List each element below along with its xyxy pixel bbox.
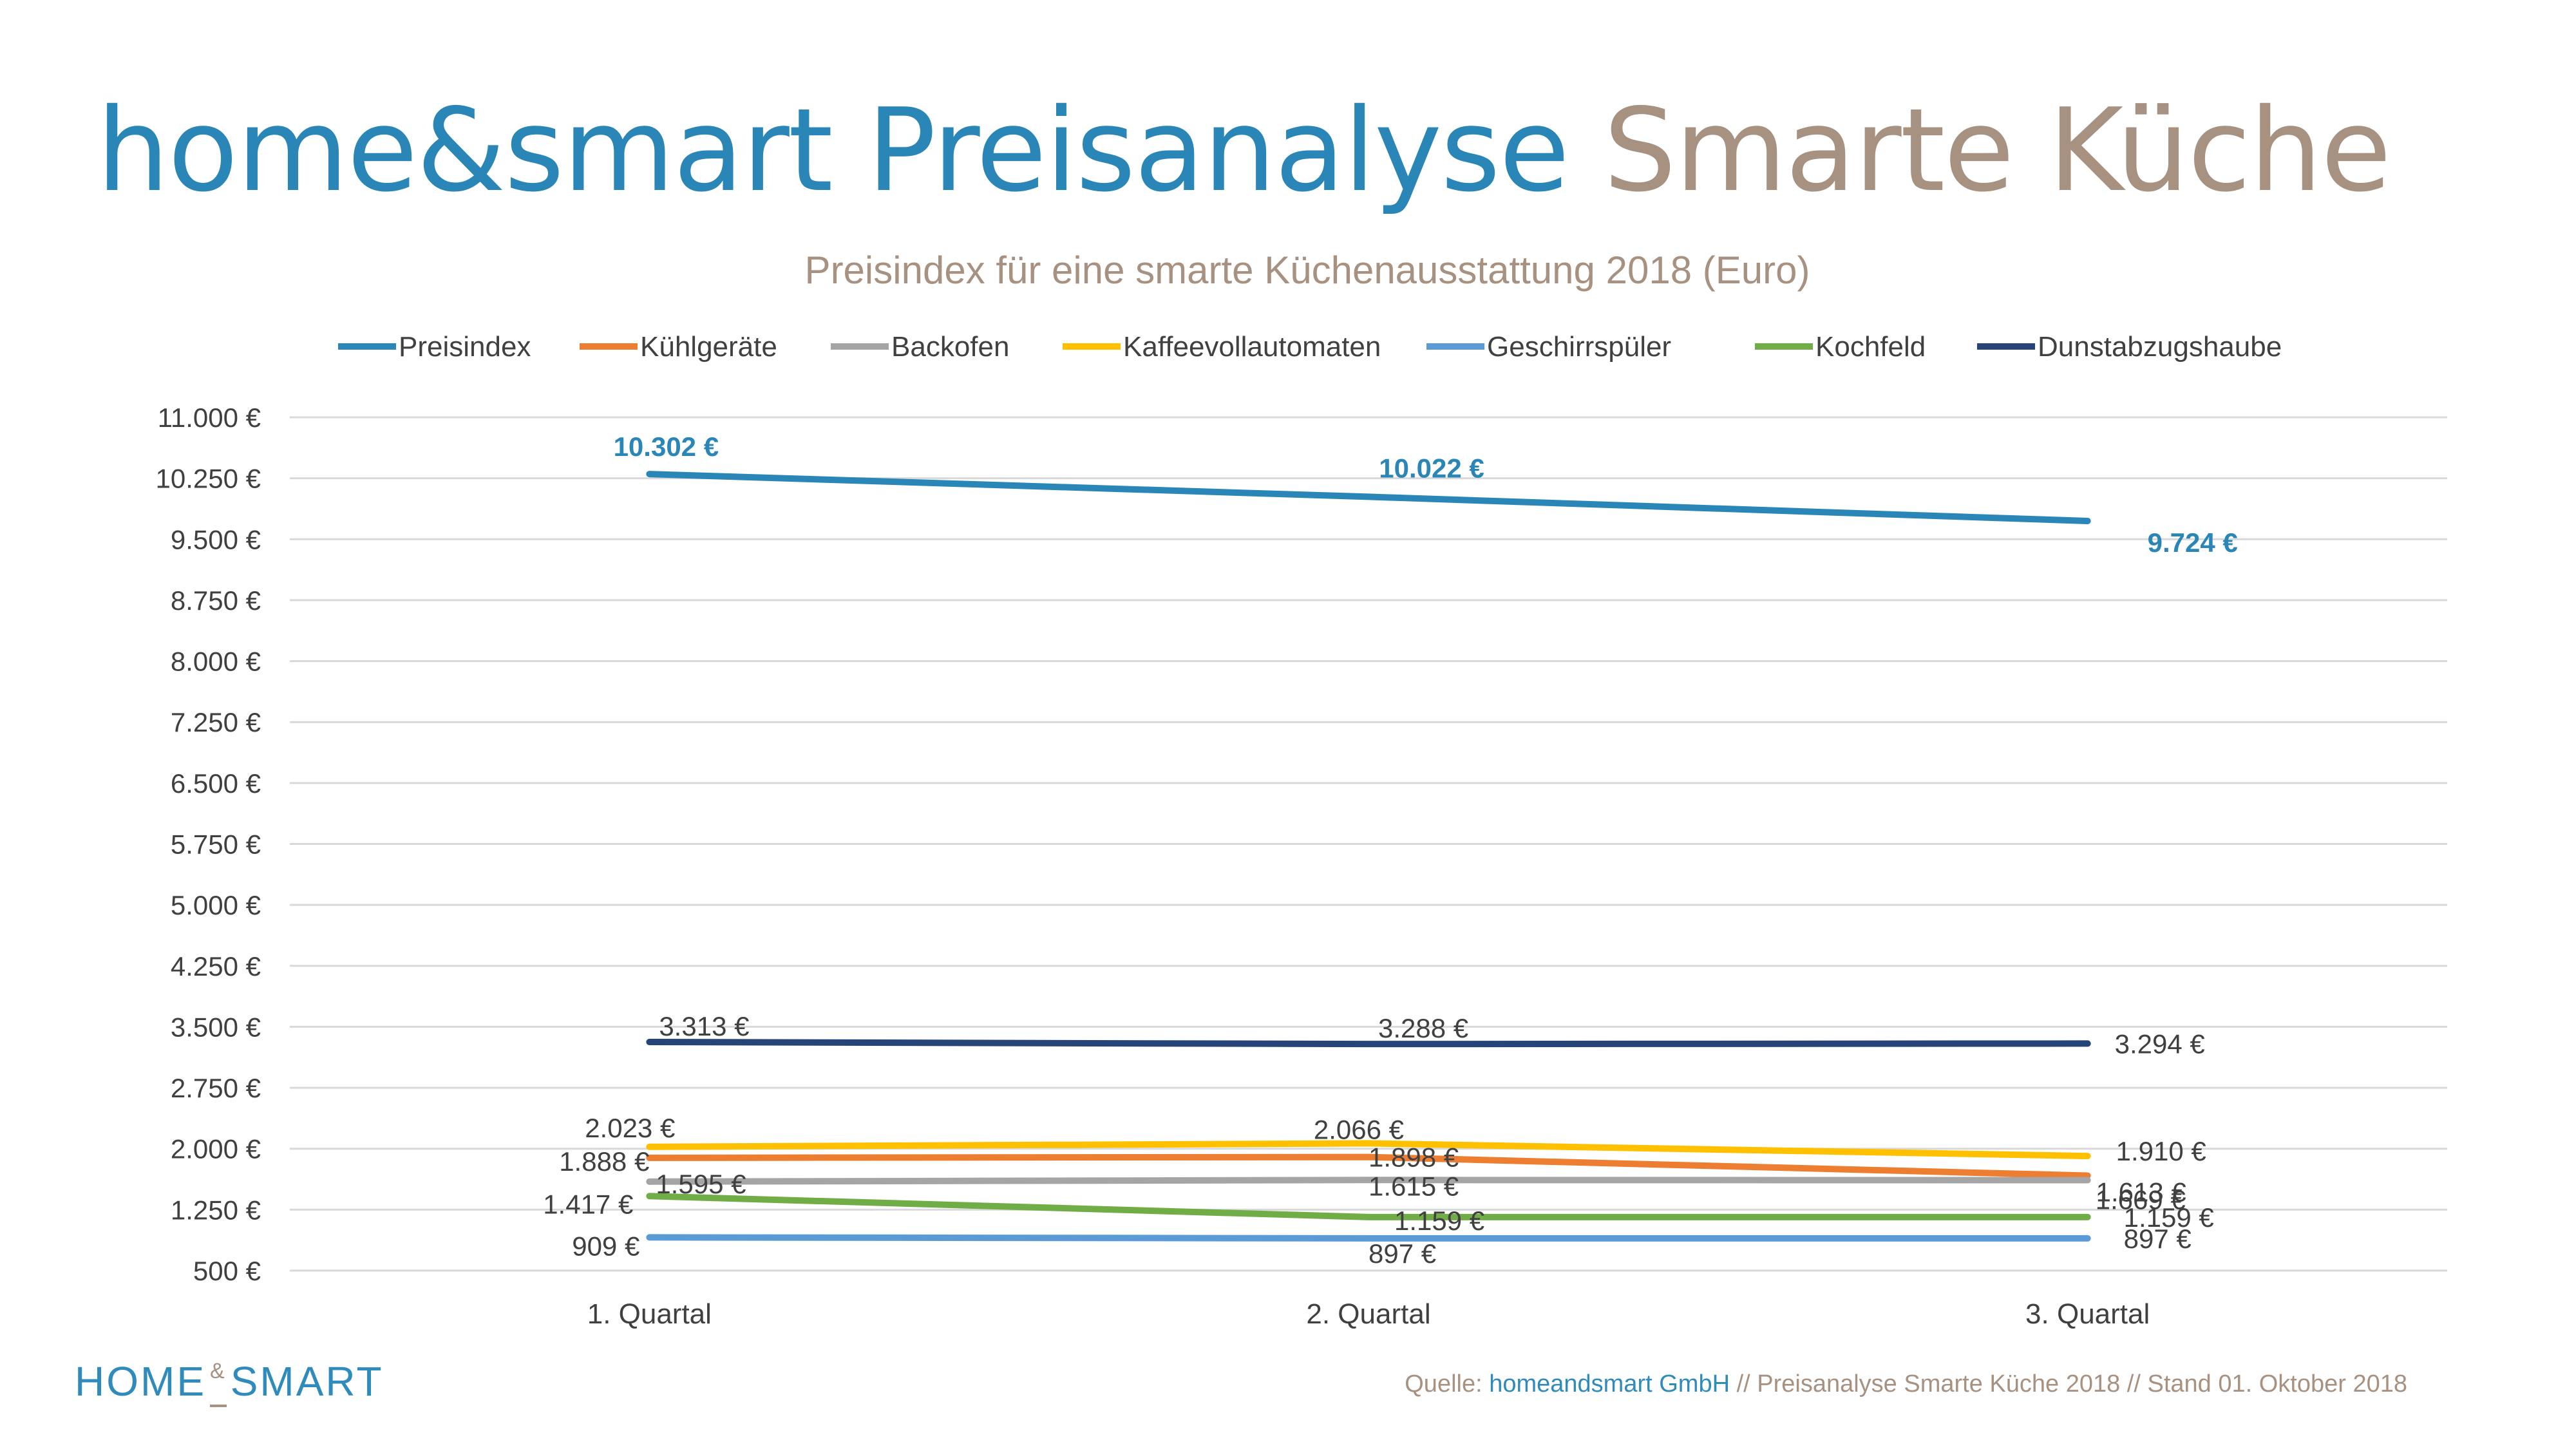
page-title: home&smart Preisanalyse Smarte Küche <box>97 84 2391 217</box>
y-tick-label-4: 2.750 € <box>171 1073 261 1103</box>
y-tick-label-8: 5.750 € <box>171 829 261 860</box>
legend-label-7: Dunstabzugshaube <box>2038 331 2282 363</box>
series-line-1 <box>646 471 2091 525</box>
data-label-2-3: 1.669 € <box>2096 1184 2186 1215</box>
x-tick-label-1: 1. Quartal <box>587 1298 712 1330</box>
legend-label-5: Geschirrspüler <box>1487 331 1671 363</box>
data-label-6-2: 1.159 € <box>1394 1206 1484 1236</box>
y-tick-label-12: 8.750 € <box>171 585 261 616</box>
data-label-6-1: 1.417 € <box>543 1189 633 1219</box>
series-line-6 <box>646 1193 2091 1220</box>
data-label-5-2: 897 € <box>1368 1238 1436 1269</box>
source-rest: // Preisanalyse Smarte Küche 2018 // Sta… <box>1730 1370 2407 1397</box>
legend-label-2: Kühlgeräte <box>640 331 777 363</box>
data-label-2-1: 1.888 € <box>559 1146 649 1177</box>
y-tick-label-7: 5.000 € <box>171 890 261 920</box>
y-tick-label-13: 9.500 € <box>171 524 261 554</box>
data-label-1-3: 9.724 € <box>2148 527 2238 558</box>
series-line-5 <box>646 1234 2091 1242</box>
data-label-1-1: 10.302 € <box>614 431 719 462</box>
chart-title: Preisindex für eine smarte Küchenausstat… <box>805 249 1810 292</box>
data-label-5-3: 897 € <box>2124 1224 2192 1254</box>
logo-ampersand: & <box>210 1358 227 1407</box>
legend-label-4: Kaffeevollautomaten <box>1123 331 1381 363</box>
y-tick-label-11: 8.000 € <box>171 647 261 677</box>
legend-label-6: Kochfeld <box>1815 331 1926 363</box>
series-line-4 <box>646 1140 2091 1160</box>
legend-label-3: Backofen <box>891 331 1009 363</box>
series-line-2 <box>646 1153 2091 1179</box>
source-prefix: Quelle: <box>1405 1370 1490 1397</box>
y-tick-label-3: 2.000 € <box>171 1134 261 1164</box>
logo-text-home: HOME <box>75 1358 206 1405</box>
y-tick-label-1: 500 € <box>193 1256 261 1286</box>
series-line-7 <box>646 1039 2091 1048</box>
data-label-3-2: 1.615 € <box>1368 1171 1459 1201</box>
data-label-3-3: 1.613 € <box>2096 1177 2186 1208</box>
data-label-4-2: 2.066 € <box>1314 1114 1404 1144</box>
legend-label-1: Preisindex <box>399 331 531 363</box>
data-label-2-2: 1.898 € <box>1368 1142 1459 1173</box>
x-tick-label-3: 3. Quartal <box>2025 1298 2150 1330</box>
y-tick-label-5: 3.500 € <box>171 1012 261 1042</box>
y-tick-label-14: 10.250 € <box>156 464 261 494</box>
home-smart-logo: HOME & SMART <box>75 1358 384 1407</box>
y-tick-label-15: 11.000 € <box>158 402 261 433</box>
data-label-4-1: 2.023 € <box>585 1113 675 1143</box>
y-tick-label-9: 6.500 € <box>171 768 261 799</box>
source-company: homeandsmart GmbH <box>1489 1370 1730 1397</box>
data-label-7-3: 3.294 € <box>2115 1028 2205 1059</box>
data-label-7-1: 3.313 € <box>659 1011 749 1041</box>
page-title-topic: Smarte Küche <box>1603 84 2391 217</box>
y-tick-label-10: 7.250 € <box>171 707 261 737</box>
page-title-brand: home&smart Preisanalyse <box>97 84 1569 217</box>
y-tick-label-2: 1.250 € <box>171 1195 261 1225</box>
data-label-6-3: 1.159 € <box>2124 1202 2214 1233</box>
series-line-3 <box>646 1177 2091 1185</box>
data-label-4-3: 1.910 € <box>2116 1136 2206 1166</box>
data-label-7-2: 3.288 € <box>1378 1013 1468 1043</box>
x-tick-label-2: 2. Quartal <box>1306 1298 1430 1330</box>
data-label-1-2: 10.022 € <box>1379 453 1484 483</box>
data-label-3-1: 1.595 € <box>656 1169 746 1199</box>
data-label-5-1: 909 € <box>572 1231 639 1261</box>
y-tick-label-6: 4.250 € <box>171 951 261 981</box>
source-note: Quelle: homeandsmart GmbH // Preisanalys… <box>1405 1370 2407 1398</box>
logo-text-smart: SMART <box>230 1358 384 1405</box>
